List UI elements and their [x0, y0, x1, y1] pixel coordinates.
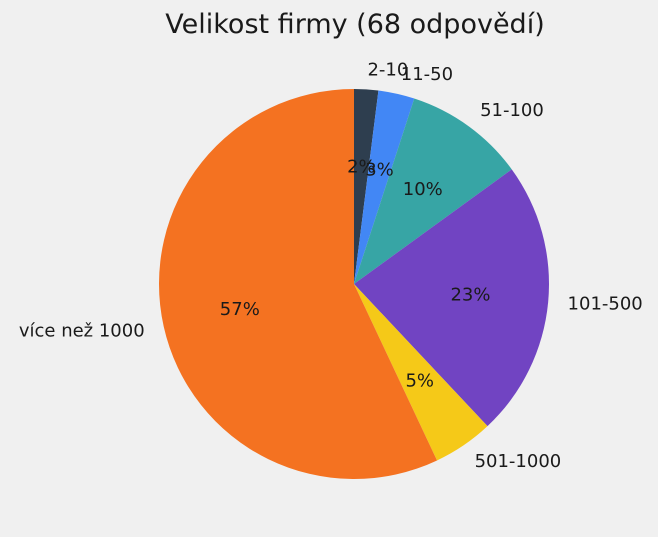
percent-label: 10% — [403, 179, 443, 200]
percent-label: 57% — [220, 299, 260, 320]
category-label: 501-1000 — [475, 451, 562, 472]
pie-slice-více-než-1000 — [159, 89, 438, 479]
category-label: 101-500 — [568, 294, 643, 315]
category-label: 51-100 — [480, 100, 544, 121]
pie-slice-2-10 — [354, 89, 379, 284]
percent-label: 23% — [450, 285, 490, 306]
percent-label: 3% — [365, 159, 394, 180]
category-label: více než 1000 — [19, 320, 145, 341]
pie-labels: 2-10 2% 11-50 3% 51-100 10% 101-500 23% 501-1000… — [19, 59, 643, 471]
pie-slice-11-50 — [354, 90, 415, 285]
percent-label: 5% — [405, 370, 434, 391]
percent-label: 2% — [347, 157, 376, 178]
pie-slices — [159, 89, 549, 479]
chart-title: Velikost firmy (68 odpovědí) — [165, 9, 544, 40]
category-label: 11-50 — [401, 64, 453, 85]
pie-slice-51-100 — [354, 98, 512, 284]
category-label: 2-10 — [367, 59, 408, 80]
pie-slice-101-500 — [354, 169, 549, 427]
pie-slice-501-1000 — [354, 284, 488, 461]
